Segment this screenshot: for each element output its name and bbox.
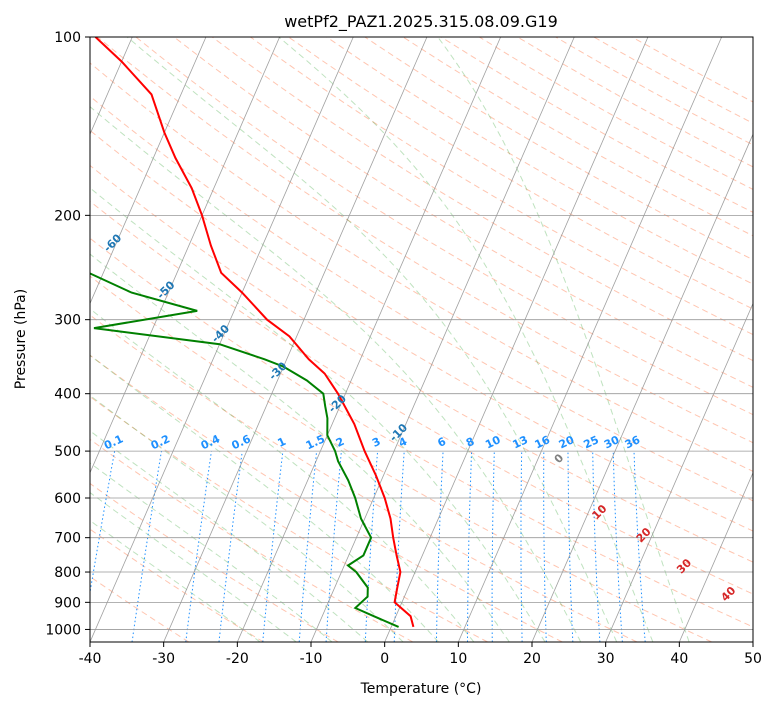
dry-adiabat: [173, 37, 753, 388]
x-tick-label: -30: [152, 651, 175, 667]
y-tick-label: 900: [54, 595, 81, 611]
x-axis-label: Temperature (°C): [360, 681, 482, 697]
isotherm: [310, 37, 575, 642]
dry-adiabat: [90, 314, 638, 642]
x-tick-label: -20: [226, 651, 249, 667]
isotherm: [457, 37, 722, 642]
moist-adiabat: [90, 462, 333, 642]
dry-adiabat: [90, 438, 414, 642]
mixing-ratio-line: [298, 451, 318, 642]
dry-adiabat: [90, 482, 339, 642]
mixing-ratio-label: 20: [557, 433, 577, 451]
moist-adiabat: [90, 394, 404, 642]
mixing-ratio-line: [218, 451, 243, 642]
dry-adiabat: [90, 275, 712, 642]
x-tick-label: 30: [597, 651, 615, 667]
isotherm: [90, 37, 207, 305]
mixing-ratio-label: 25: [582, 433, 601, 451]
dry-adiabat: [90, 237, 753, 628]
chart-title: wetPf2_PAZ1.2025.315.08.09.G19: [284, 12, 558, 32]
mixing-ratio-label: 16: [533, 433, 553, 451]
x-tick-label: 10: [449, 651, 467, 667]
y-axis-label: Pressure (hPa): [13, 289, 29, 389]
mixing-ratio-label: 13: [511, 433, 530, 451]
dry-adiabat: [90, 129, 753, 532]
isotherm: [384, 37, 649, 642]
mixing-ratio-line: [185, 451, 212, 642]
moist-adiabat: [90, 354, 439, 642]
y-tick-label: 1000: [45, 622, 81, 638]
mixing-ratio-label: 30: [602, 433, 622, 451]
y-tick-label: 800: [54, 565, 81, 581]
moist-adiabat: [278, 37, 654, 642]
isotherm: [678, 471, 753, 642]
temperature-profile: [94, 37, 415, 628]
isotherm: [90, 37, 354, 642]
background-lines: [90, 37, 753, 642]
mixing-ratio-line: [262, 451, 284, 642]
dry-adiabat: [90, 200, 753, 595]
x-tick-label: -40: [79, 651, 102, 667]
moist-adiabat: [90, 308, 475, 642]
dry-adiabat: [135, 37, 753, 416]
moist-adiabat: [437, 37, 690, 642]
y-tick-label: 300: [54, 313, 81, 329]
dewpoint-profile: [90, 272, 399, 628]
mixing-ratio-label: 10: [483, 433, 503, 451]
axes: -40 -30 -20 -10 0 10 20 30 40 50 100 200 300 400 500 60…: [45, 30, 762, 667]
moist-adiabat: [90, 430, 369, 642]
profiles: [90, 37, 415, 628]
isotherm: [531, 133, 753, 642]
y-tick-label: 600: [54, 491, 81, 507]
dry-adiabat: [326, 37, 753, 285]
dry-adiabat: [211, 37, 753, 362]
isotherm: [605, 302, 753, 642]
x-tick-label: -10: [300, 651, 323, 667]
dry-adiabat: [90, 95, 753, 502]
moist-adiabat: [90, 519, 261, 642]
dry-adiabat: [90, 164, 753, 563]
dry-adiabat: [90, 62, 753, 472]
dry-adiabat: [90, 354, 563, 642]
moist-adiabat: [126, 37, 618, 642]
isotherm: [163, 37, 428, 642]
isotherm: [90, 37, 280, 474]
mixing-ratio-label: 36: [623, 433, 643, 451]
x-tick-label: 50: [744, 651, 762, 667]
y-tick-label: 400: [54, 387, 81, 403]
y-tick-label: 700: [54, 531, 81, 547]
mixing-ratio-line: [325, 451, 342, 642]
moist-adiabat: [90, 491, 297, 642]
dry-adiabat: [288, 37, 753, 310]
y-tick-label: 500: [54, 444, 81, 460]
plot-frame: [89, 36, 754, 643]
isotherm: [236, 37, 501, 642]
x-tick-label: 0: [380, 651, 389, 667]
y-tick-label: 200: [54, 208, 81, 224]
y-tick-label: 100: [54, 30, 81, 46]
x-tick-label: 20: [523, 651, 541, 667]
x-tick-label: 40: [670, 651, 688, 667]
